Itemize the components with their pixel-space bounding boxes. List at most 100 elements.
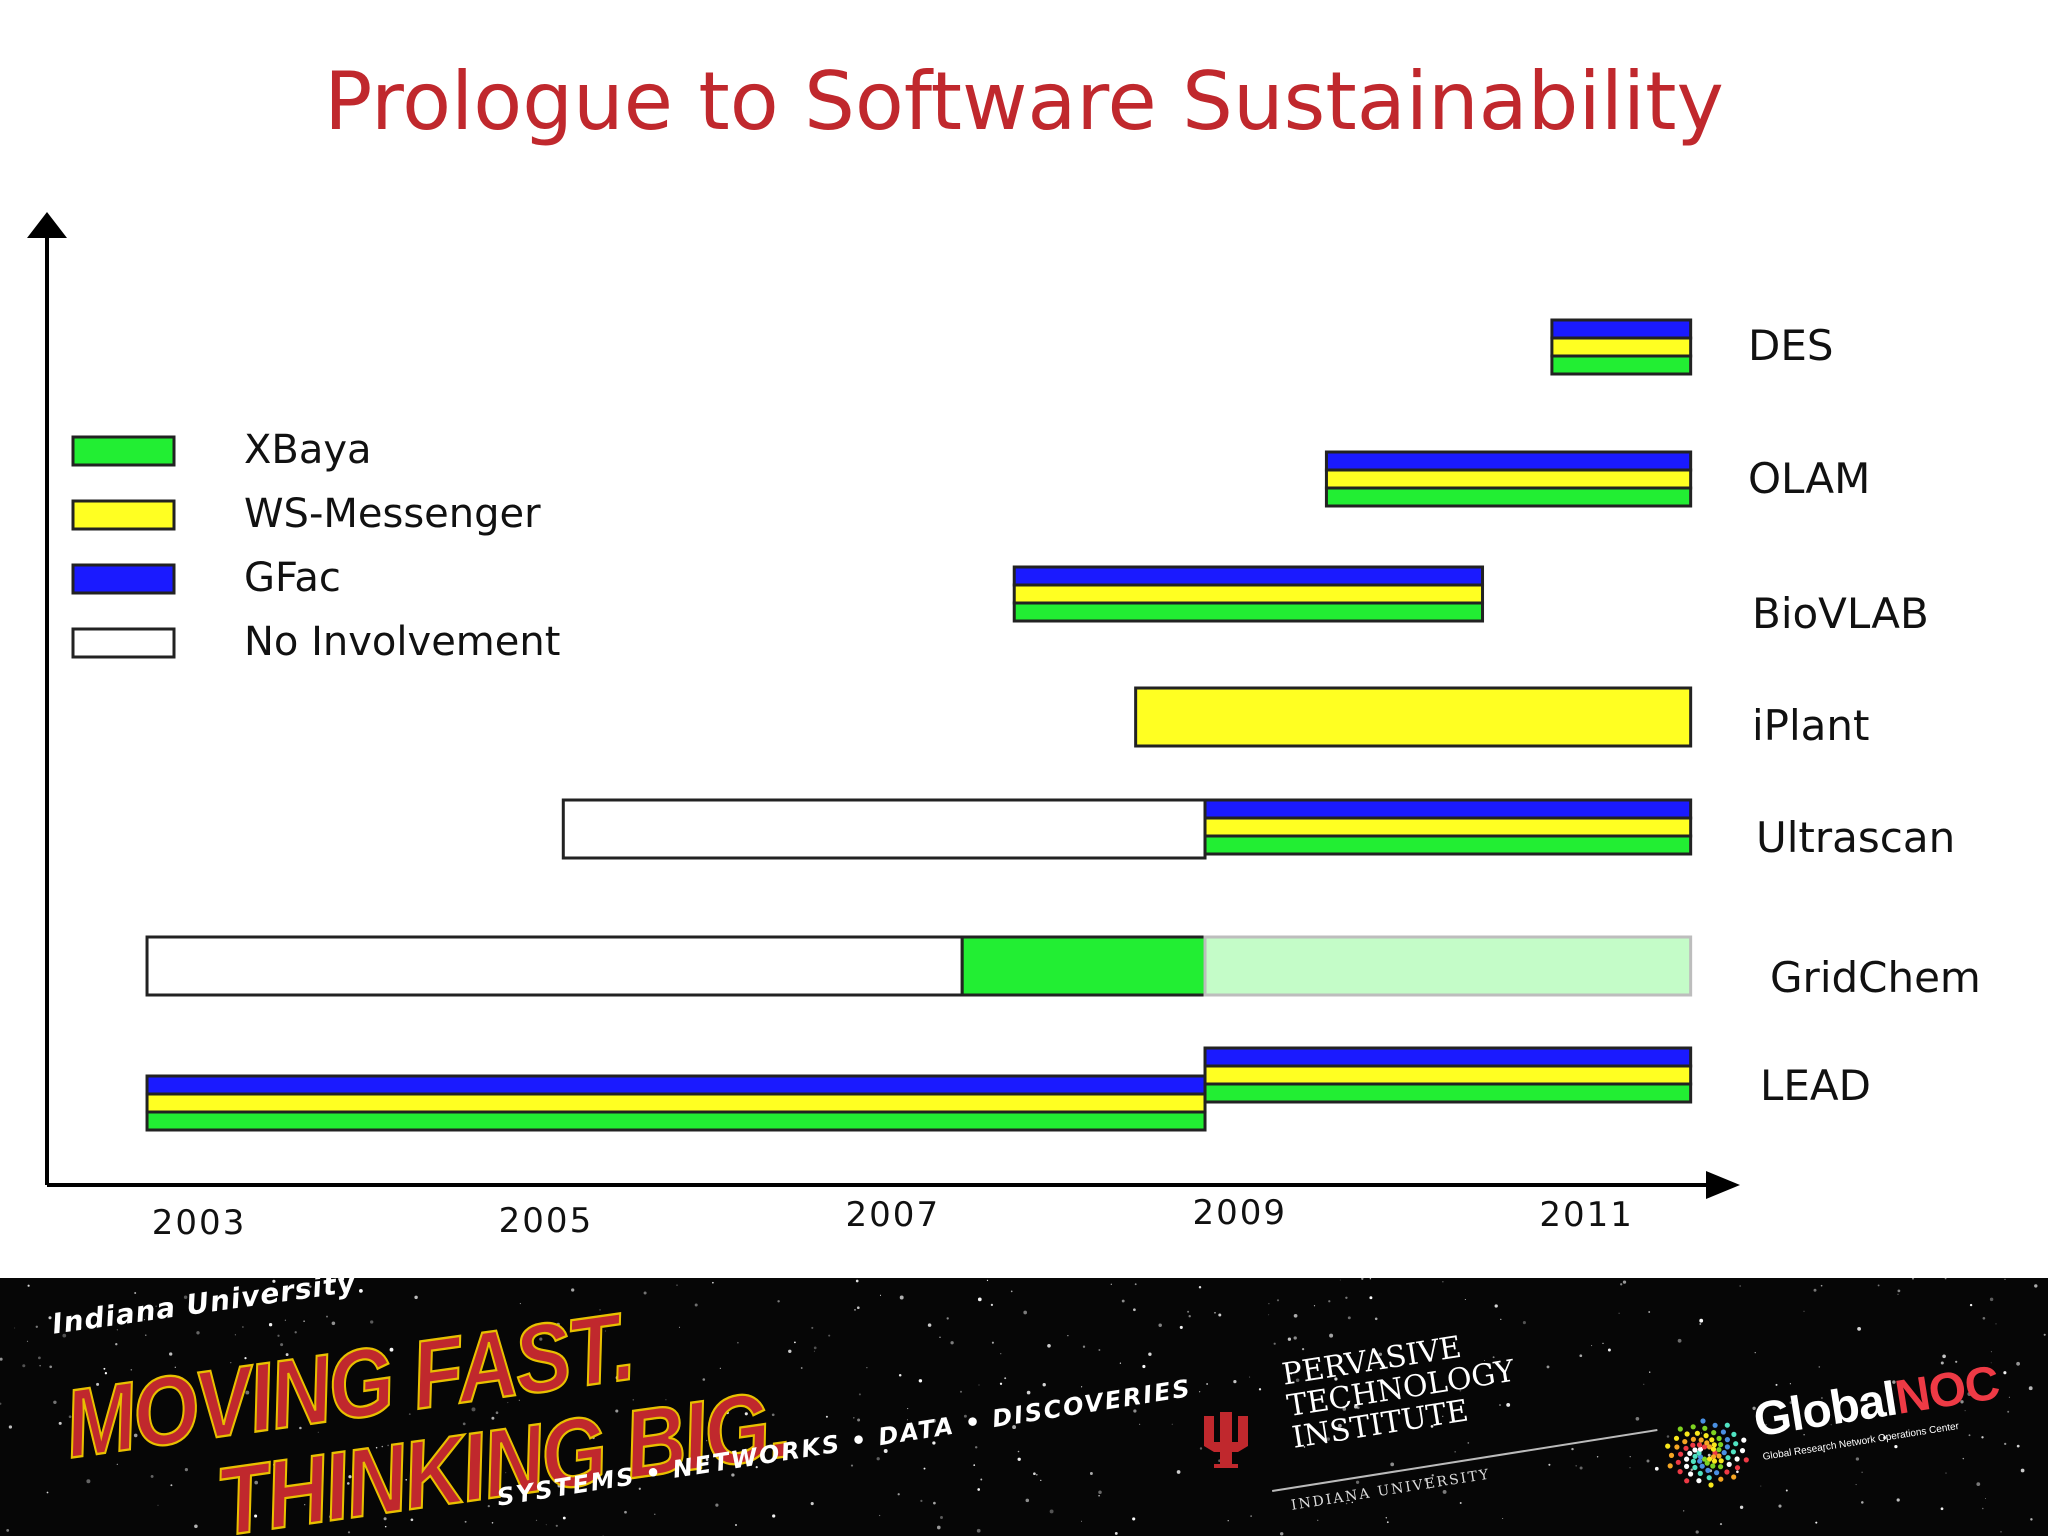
star-dot <box>273 1463 276 1467</box>
star-dot <box>359 1289 363 1293</box>
globe-dot <box>1731 1474 1737 1480</box>
bar-ws_messenger-biovlab <box>1012 583 1485 605</box>
star-dot <box>14 1327 16 1329</box>
bar-gfac-ultrascan <box>1203 798 1693 820</box>
star-dot <box>879 1294 882 1296</box>
star-dot <box>534 1347 537 1349</box>
star-dot <box>1121 1299 1125 1303</box>
star-dot <box>170 1484 173 1487</box>
star-dot <box>1677 1338 1682 1343</box>
globe-dot <box>1716 1447 1722 1453</box>
star-dot <box>539 1337 543 1341</box>
globe-dot <box>1733 1441 1739 1447</box>
star-dot <box>624 1510 627 1514</box>
star-dot <box>1752 1406 1756 1410</box>
star-dot <box>1494 1304 1498 1308</box>
star-dot <box>491 1416 495 1420</box>
star-dot <box>854 1309 856 1311</box>
star-dot <box>133 1433 138 1438</box>
globe-dot <box>1739 1448 1746 1454</box>
x-axis-arrow-icon <box>1706 1171 1740 1199</box>
star-dot <box>1546 1365 1550 1369</box>
star-dot <box>230 1362 232 1364</box>
star-dot <box>209 1393 214 1397</box>
star-dot <box>694 1303 698 1307</box>
star-dot <box>813 1350 815 1352</box>
star-dot <box>1499 1404 1501 1406</box>
star-dot <box>2003 1371 2007 1375</box>
star-dot <box>1548 1463 1551 1466</box>
star-dot <box>304 1504 306 1506</box>
star-dot <box>1454 1451 1456 1453</box>
star-dot <box>638 1487 641 1490</box>
star-dot <box>1855 1457 1860 1461</box>
globe-dot <box>1697 1458 1703 1464</box>
star-dot <box>811 1326 814 1329</box>
star-dot <box>1820 1284 1823 1287</box>
star-dot <box>276 1375 281 1379</box>
star-dot <box>317 1431 319 1433</box>
star-dot <box>857 1418 861 1422</box>
star-dot <box>920 1499 923 1503</box>
star-dot <box>1492 1356 1495 1359</box>
star-dot <box>329 1514 334 1519</box>
globe-dot <box>1701 1444 1708 1450</box>
x-tick-label: 2011 <box>1539 1195 1634 1235</box>
star-dot <box>1964 1410 1966 1412</box>
globe-dot <box>1716 1453 1722 1459</box>
star-dot <box>194 1524 198 1529</box>
star-dot <box>1944 1278 1947 1280</box>
star-dot <box>405 1479 407 1481</box>
bar-none-ultrascan <box>561 798 1207 860</box>
globe-dot <box>1716 1435 1722 1442</box>
globe-dot <box>1684 1478 1690 1484</box>
star-dot <box>1789 1383 1791 1385</box>
star-dot <box>1326 1437 1331 1441</box>
star-dot <box>1431 1474 1434 1477</box>
star-dot <box>344 1287 346 1289</box>
bar-xbaya-olam <box>1324 486 1693 508</box>
star-dot <box>976 1528 981 1533</box>
star-dot <box>1342 1407 1347 1411</box>
star-dot <box>1132 1517 1136 1521</box>
legend-swatch <box>71 627 176 659</box>
globe-dot <box>1734 1465 1741 1471</box>
star-dot <box>1855 1484 1857 1486</box>
star-dot <box>2004 1278 2006 1280</box>
bar-xbaya-gridchem <box>960 935 1207 997</box>
star-dot <box>1701 1432 1702 1434</box>
chart-svg: 2003 2005 2007 2009 2011 XBaya WS-Messenger GFa… <box>27 212 1981 1243</box>
bar-gfac-lead <box>145 1074 1207 1096</box>
star-dot <box>1985 1498 1986 1499</box>
bar-gfac-des <box>1550 318 1693 340</box>
star-dot <box>381 1445 384 1448</box>
star-dot <box>828 1334 831 1337</box>
star-dot <box>2008 1396 2010 1398</box>
star-dot <box>1353 1404 1358 1409</box>
star-dot <box>1942 1354 1946 1359</box>
globe-dot <box>1721 1450 1727 1456</box>
star-dot <box>1459 1502 1462 1504</box>
star-dot <box>1897 1293 1899 1295</box>
star-dot <box>1148 1352 1152 1356</box>
globe-dot <box>1718 1458 1724 1464</box>
globe-dot <box>1698 1437 1704 1443</box>
star-dot <box>1877 1284 1880 1287</box>
star-dot <box>1369 1278 1372 1280</box>
star-dot <box>6 1529 10 1532</box>
footer-banner: Indiana University MOVING FAST. THINKING… <box>0 1278 2048 1536</box>
star-dot <box>331 1321 336 1326</box>
star-dot <box>1023 1310 1028 1315</box>
star-dot <box>96 1382 100 1386</box>
star-dot <box>986 1279 989 1282</box>
star-dot <box>62 1333 67 1338</box>
bar-ws_messenger-des <box>1550 336 1693 358</box>
star-dot <box>244 1357 247 1360</box>
star-dot <box>1049 1509 1054 1514</box>
star-dot <box>375 1446 378 1449</box>
star-dot <box>1699 1323 1702 1325</box>
star-dot <box>1442 1281 1444 1283</box>
star-dot <box>950 1341 954 1345</box>
star-dot <box>1643 1383 1645 1385</box>
star-dot <box>507 1402 509 1404</box>
